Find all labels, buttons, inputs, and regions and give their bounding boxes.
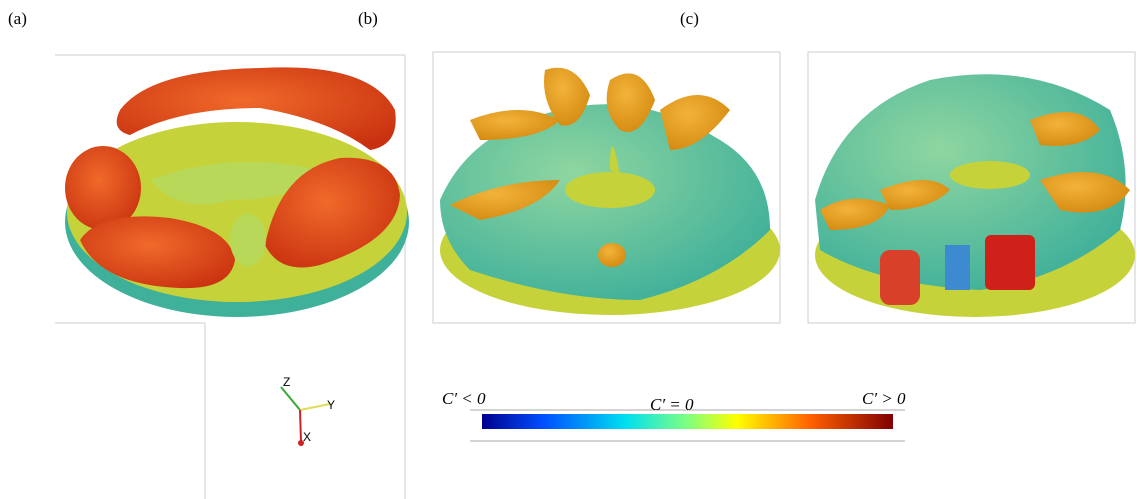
panel-label: (c) xyxy=(680,9,699,28)
colorbar: C′ < 0 C′ = 0 C′ > 0 xyxy=(442,389,906,441)
panel-c-render xyxy=(808,52,1135,323)
axis-label: X xyxy=(303,430,311,444)
panel-label: (b) xyxy=(358,9,378,28)
colorbar-label: C′ = 0 xyxy=(650,395,694,414)
colorbar-label: C′ < 0 xyxy=(442,389,486,408)
colorbar-label: C′ > 0 xyxy=(862,389,906,408)
axis-label: Z xyxy=(283,375,290,389)
figure: (a) (b) (c) Z Y X C′ < 0 C′ = 0 C′ > 0 xyxy=(0,0,1137,499)
panel-label: (a) xyxy=(8,9,27,28)
panel-a-render xyxy=(55,55,409,499)
colorbar-gradient xyxy=(482,414,893,429)
axes-triad: Z Y X xyxy=(281,375,335,446)
panel-b-render xyxy=(433,52,780,323)
axis-label: Y xyxy=(327,398,335,412)
